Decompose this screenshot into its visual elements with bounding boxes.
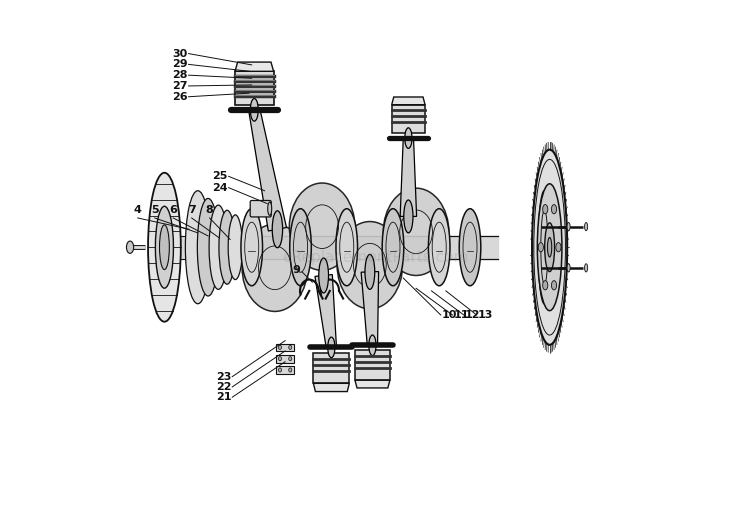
Ellipse shape <box>543 204 548 214</box>
FancyBboxPatch shape <box>392 105 425 133</box>
Ellipse shape <box>369 335 376 355</box>
Text: 26: 26 <box>172 92 188 102</box>
Ellipse shape <box>551 281 556 290</box>
Ellipse shape <box>148 173 181 322</box>
Ellipse shape <box>241 209 262 286</box>
Ellipse shape <box>537 184 562 311</box>
Ellipse shape <box>459 209 481 286</box>
Ellipse shape <box>404 200 413 233</box>
Text: 8: 8 <box>206 205 214 215</box>
Ellipse shape <box>382 209 404 286</box>
Text: 23: 23 <box>216 372 231 382</box>
Text: 30: 30 <box>172 48 188 59</box>
Text: 24: 24 <box>212 183 227 193</box>
Ellipse shape <box>268 202 272 215</box>
Ellipse shape <box>278 368 281 372</box>
Text: 21: 21 <box>216 392 231 402</box>
Text: 4: 4 <box>134 205 142 215</box>
Text: 5: 5 <box>151 205 158 215</box>
Ellipse shape <box>428 209 450 286</box>
Ellipse shape <box>185 191 210 304</box>
Ellipse shape <box>319 258 328 293</box>
FancyBboxPatch shape <box>355 351 390 380</box>
Polygon shape <box>314 383 350 391</box>
Ellipse shape <box>251 98 258 121</box>
Ellipse shape <box>337 221 403 309</box>
Ellipse shape <box>567 222 570 231</box>
FancyBboxPatch shape <box>314 353 350 383</box>
Ellipse shape <box>197 198 219 296</box>
FancyBboxPatch shape <box>276 344 294 351</box>
Ellipse shape <box>336 209 358 286</box>
Text: 11: 11 <box>454 310 469 320</box>
Ellipse shape <box>219 210 236 284</box>
Ellipse shape <box>160 225 170 269</box>
Text: 27: 27 <box>172 81 188 91</box>
Ellipse shape <box>328 337 335 357</box>
Ellipse shape <box>155 207 173 288</box>
Ellipse shape <box>228 215 242 280</box>
Ellipse shape <box>127 241 134 253</box>
Ellipse shape <box>289 356 292 360</box>
Ellipse shape <box>289 368 292 372</box>
Polygon shape <box>235 62 274 71</box>
Ellipse shape <box>532 150 567 345</box>
Ellipse shape <box>278 356 281 360</box>
Text: 6: 6 <box>170 205 177 215</box>
Ellipse shape <box>290 183 355 270</box>
Text: 22: 22 <box>216 382 231 392</box>
Text: eReplacementParts.com: eReplacementParts.com <box>282 250 468 265</box>
FancyBboxPatch shape <box>276 355 294 363</box>
FancyBboxPatch shape <box>251 200 272 217</box>
Ellipse shape <box>584 222 588 231</box>
Ellipse shape <box>538 243 544 252</box>
Ellipse shape <box>405 128 412 148</box>
Polygon shape <box>392 97 425 105</box>
Text: 25: 25 <box>212 171 227 181</box>
Text: 7: 7 <box>188 205 196 215</box>
Polygon shape <box>400 138 416 216</box>
Polygon shape <box>249 109 286 231</box>
Ellipse shape <box>538 191 550 304</box>
Ellipse shape <box>278 346 281 350</box>
Ellipse shape <box>544 223 554 271</box>
Ellipse shape <box>383 188 448 276</box>
Ellipse shape <box>242 224 308 312</box>
Ellipse shape <box>209 205 227 289</box>
Ellipse shape <box>289 346 292 350</box>
Ellipse shape <box>551 204 556 214</box>
Polygon shape <box>355 380 390 388</box>
Text: 13: 13 <box>478 310 493 320</box>
Ellipse shape <box>548 237 552 257</box>
Ellipse shape <box>365 254 375 289</box>
Polygon shape <box>315 274 337 348</box>
Ellipse shape <box>556 243 561 252</box>
FancyBboxPatch shape <box>276 366 294 374</box>
Ellipse shape <box>543 281 548 290</box>
Ellipse shape <box>290 209 311 286</box>
Ellipse shape <box>584 264 588 272</box>
FancyBboxPatch shape <box>235 71 274 105</box>
Polygon shape <box>362 271 379 346</box>
Text: 10: 10 <box>442 310 458 320</box>
Text: 12: 12 <box>465 310 481 320</box>
Text: 28: 28 <box>172 70 188 80</box>
Text: 9: 9 <box>292 265 301 276</box>
Text: 29: 29 <box>172 59 188 70</box>
Ellipse shape <box>272 211 283 248</box>
Ellipse shape <box>567 264 570 272</box>
